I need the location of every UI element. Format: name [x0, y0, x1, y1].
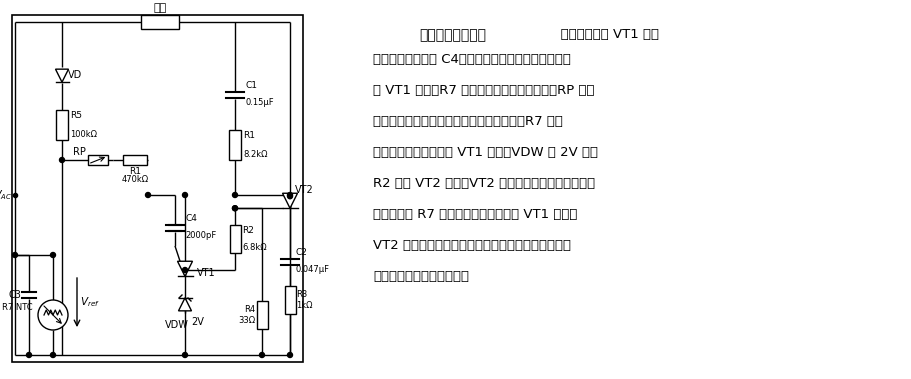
Text: 热量。反之 R7 电阻小，门极电位低而 VT1 导通，: 热量。反之 R7 电阻小，门极电位低而 VT1 导通，	[373, 208, 578, 221]
Text: 作。此电路触发功率较小。: 作。此电路触发功率较小。	[373, 270, 469, 283]
Text: C1: C1	[245, 81, 257, 90]
Text: RP: RP	[73, 147, 86, 157]
Text: C2: C2	[295, 248, 307, 257]
Circle shape	[182, 352, 188, 357]
Circle shape	[13, 252, 17, 257]
Circle shape	[288, 193, 292, 197]
Circle shape	[50, 252, 56, 257]
Circle shape	[50, 352, 56, 357]
Text: 器设定温度。当实际温度低于设定温度时，R7 相对: 器设定温度。当实际温度低于设定温度时，R7 相对	[373, 115, 563, 128]
Text: 电阻大，门极电位高而 VT1 截止，VDW 的 2V 通过: 电阻大，门极电位高而 VT1 截止，VDW 的 2V 通过	[373, 146, 598, 159]
Text: R1: R1	[243, 131, 255, 140]
Bar	[284, 286, 295, 314]
Text: VD: VD	[68, 70, 82, 80]
Bar	[123, 155, 147, 165]
Text: 此电路特点是 VT1 的门: 此电路特点是 VT1 的门	[548, 28, 659, 41]
Text: 100kΩ: 100kΩ	[70, 130, 97, 139]
Circle shape	[146, 193, 150, 197]
Text: R2 触发 VT2 门极，VT2 导通，加热器得电工作产生: R2 触发 VT2 门极，VT2 导通，加热器得电工作产生	[373, 177, 595, 190]
Text: R1: R1	[129, 167, 141, 176]
Bar	[88, 155, 108, 165]
Circle shape	[38, 300, 68, 330]
Bar	[12, 15, 303, 362]
Polygon shape	[179, 298, 191, 311]
Polygon shape	[282, 193, 298, 208]
Text: C4: C4	[185, 214, 197, 223]
Bar	[141, 15, 179, 29]
Circle shape	[26, 352, 32, 357]
Circle shape	[59, 158, 65, 163]
Text: 2V: 2V	[191, 317, 204, 327]
Text: 0.15μF: 0.15μF	[245, 98, 273, 107]
Text: VT2: VT2	[295, 185, 313, 195]
Text: 极与阳极间有电容 C4，门极的超前电流在电源零压附: 极与阳极间有电容 C4，门极的超前电流在电源零压附	[373, 53, 571, 66]
Circle shape	[260, 352, 264, 357]
Text: 0.047μF: 0.047μF	[295, 265, 329, 274]
Text: R7 NTC: R7 NTC	[3, 304, 33, 313]
Text: VT1: VT1	[197, 268, 216, 278]
Text: $V_{AC}$: $V_{AC}$	[0, 188, 12, 202]
Polygon shape	[56, 69, 68, 82]
Circle shape	[232, 206, 238, 211]
Text: 8.2kΩ: 8.2kΩ	[243, 150, 268, 159]
Bar	[257, 301, 268, 329]
Bar	[230, 225, 241, 253]
Text: 470kΩ: 470kΩ	[121, 175, 148, 184]
Text: R3
1kΩ: R3 1kΩ	[296, 290, 312, 310]
Circle shape	[288, 352, 292, 357]
Text: R2: R2	[242, 226, 254, 235]
Circle shape	[182, 193, 188, 197]
Circle shape	[288, 194, 292, 199]
Text: 6.8kΩ: 6.8kΩ	[242, 243, 267, 252]
Text: R4
33Ω: R4 33Ω	[238, 305, 255, 325]
Bar	[56, 110, 68, 140]
Text: VDW: VDW	[165, 320, 189, 330]
Text: 近 VT1 导通。R7 是负温度系数的热敏电阻。RP 电位: 近 VT1 导通。R7 是负温度系数的热敏电阻。RP 电位	[373, 84, 595, 97]
Text: C3: C3	[8, 290, 21, 300]
Circle shape	[232, 206, 238, 211]
Circle shape	[232, 193, 238, 197]
Text: $V_{ref}$: $V_{ref}$	[80, 296, 100, 309]
Text: 负载: 负载	[153, 3, 167, 13]
Text: 阻容移相温控电路: 阻容移相温控电路	[419, 28, 486, 42]
Text: VT2 门极得不到触发电压而截止，加热器断电停止工: VT2 门极得不到触发电压而截止，加热器断电停止工	[373, 239, 571, 252]
Circle shape	[182, 268, 188, 273]
Text: 2000pF: 2000pF	[185, 231, 216, 240]
Bar	[229, 130, 241, 160]
Polygon shape	[178, 261, 192, 276]
Text: R5: R5	[70, 111, 82, 120]
